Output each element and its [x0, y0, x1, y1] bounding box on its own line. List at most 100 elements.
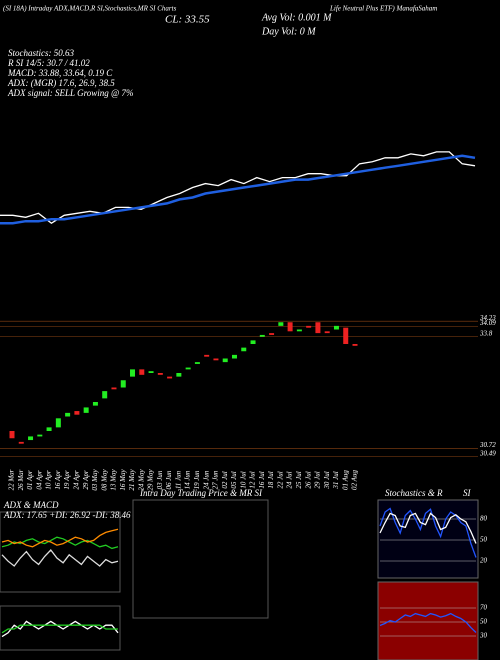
- day-vol: Day Vol: 0 M: [261, 26, 316, 37]
- x-tick-label: 10 Jul: [239, 471, 247, 488]
- candle-body: [185, 367, 191, 370]
- candle-body: [352, 344, 358, 346]
- series-line: [379, 612, 477, 633]
- series-line: [1, 549, 119, 567]
- avg-vol: Avg Vol: 0.001 M: [261, 12, 332, 23]
- y-tick-label: 33.8: [479, 329, 493, 337]
- x-tick-label: 29 Apr: [82, 470, 90, 489]
- candle-body: [18, 441, 24, 444]
- rsi: R SI 14/5: 30.7 / 41.02: [7, 58, 90, 68]
- series-line: [1, 620, 119, 638]
- candle-body: [222, 358, 228, 363]
- x-tick-label: 22 Mar: [8, 469, 16, 490]
- x-tick-label: 02 Jul: [221, 471, 229, 488]
- x-tick-label: 24 May: [137, 469, 145, 491]
- x-tick-label: 02 Aug: [351, 470, 359, 490]
- x-tick-label: 16 Jul: [258, 471, 266, 488]
- candle-body: [28, 436, 34, 441]
- candle-body: [231, 354, 237, 359]
- close: CL: 33.55: [165, 14, 210, 26]
- candle-body: [315, 322, 321, 334]
- candle-body: [278, 322, 284, 326]
- candle-body: [157, 373, 163, 375]
- x-tick-label: 24 Jul: [286, 471, 294, 488]
- x-tick-label: 03 Jun: [156, 470, 164, 489]
- x-tick-label: 01 Aug: [341, 470, 349, 490]
- series-line: [379, 512, 477, 544]
- stochastics: Stochastics: 50.63: [8, 48, 74, 58]
- panel-subtitle: ADX: 17.65 +DI: 26.92 -DI: 38.46: [3, 510, 131, 520]
- panel-title: ADX & MACD: [3, 500, 59, 510]
- y-tick-label: 34.23: [479, 314, 496, 322]
- x-tick-label: 26 Jul: [304, 471, 312, 488]
- intraday-title: Intra Day Trading Price & MR SI: [139, 488, 263, 498]
- adx: ADX: (MGR) 17.6, 26.9, 38.5: [7, 78, 115, 88]
- adx-box: [0, 511, 121, 593]
- candle-body: [343, 327, 349, 344]
- candle-body: [333, 325, 339, 330]
- intraday-box: [132, 499, 269, 619]
- candle-body: [65, 412, 71, 417]
- candle-body: [250, 340, 256, 344]
- macd-box: [0, 605, 121, 651]
- source: (SI 18A) Intraday ADX,MACD,R SI,Stochast…: [3, 5, 177, 13]
- candle-body: [306, 325, 312, 328]
- candle-body: [148, 371, 154, 373]
- candle-body: [37, 434, 43, 437]
- panel-title: SI: [463, 488, 472, 498]
- series-line: [0, 151, 476, 224]
- candle-body: [269, 333, 275, 335]
- candle-body: [176, 373, 182, 377]
- x-tick-label: 27 Jun: [212, 470, 220, 489]
- candle-body: [139, 369, 145, 375]
- y-tick-label: 30: [479, 632, 488, 640]
- x-tick-label: 06 Jun: [165, 470, 173, 489]
- stoch-box: [377, 499, 479, 579]
- x-tick-label: 08 May: [100, 469, 108, 491]
- y-tick-label: 50: [480, 618, 488, 626]
- x-tick-label: 12 Jul: [249, 471, 257, 488]
- x-tick-label: 13 May: [110, 469, 118, 491]
- candle-body: [194, 362, 200, 364]
- adx-signal: ADX signal: SELL Growing @ 7%: [7, 88, 134, 98]
- candle-body: [83, 407, 89, 413]
- x-tick-label: 10 Apr: [45, 470, 53, 489]
- x-tick-label: 16 May: [119, 469, 127, 491]
- x-tick-label: 19 Apr: [63, 470, 71, 489]
- x-tick-label: 24 Apr: [73, 470, 81, 489]
- macd: MACD: 33.88, 33.64, 0.19 C: [7, 68, 113, 78]
- y-tick-label: 30.49: [479, 449, 496, 457]
- x-tick-label: 30 Jul: [323, 471, 331, 489]
- x-tick-label: 14 Jun: [184, 470, 192, 489]
- series-line: [379, 507, 477, 558]
- panel-title: Stochastics & R: [385, 488, 443, 498]
- y-tick-label: 70: [480, 604, 488, 612]
- x-tick-label: 11 Jun: [174, 470, 182, 489]
- series-line: [1, 624, 118, 634]
- y-tick-label: 30.72: [479, 441, 496, 449]
- candle-body: [9, 431, 15, 439]
- candle-body: [55, 418, 61, 428]
- x-tick-label: 03 May: [91, 469, 99, 491]
- x-tick-label: 18 Jul: [267, 471, 275, 488]
- candle-body: [120, 380, 126, 388]
- candle-body: [259, 334, 265, 337]
- y-tick-label: 34.09: [479, 319, 496, 327]
- candle-body: [213, 358, 219, 361]
- y-tick-label: 20: [480, 557, 488, 565]
- x-tick-label: 24 Jun: [202, 470, 210, 489]
- rsi-box: [377, 581, 479, 660]
- candle-body: [241, 347, 247, 352]
- candle-body: [204, 354, 210, 357]
- x-tick-label: 19 Jun: [193, 470, 201, 489]
- x-tick-label: 31 Jul: [332, 471, 340, 489]
- candle-body: [287, 322, 293, 332]
- candle-body: [167, 376, 173, 379]
- security-name: Life Neutral Plus ETF) ManafaSaham: [329, 5, 437, 13]
- candle-body: [324, 331, 330, 334]
- x-tick-label: 04 Apr: [35, 470, 43, 489]
- x-tick-label: 21 May: [128, 469, 136, 491]
- series-line: [1, 528, 119, 548]
- x-tick-label: 29 Jul: [314, 471, 322, 488]
